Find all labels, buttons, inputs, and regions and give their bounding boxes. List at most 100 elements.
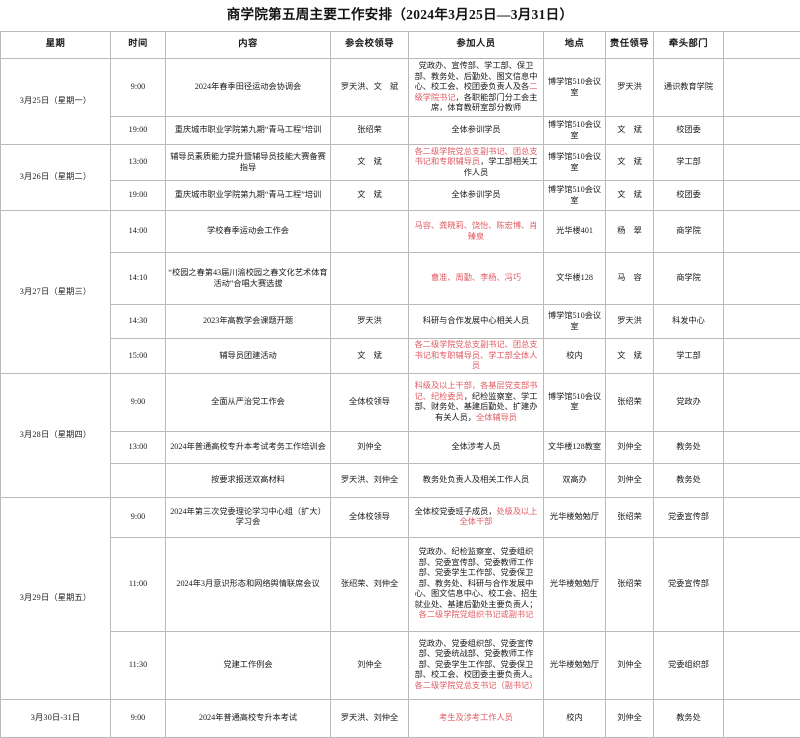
cell-remarks [724,497,800,537]
cell-remarks [724,699,800,737]
cell-participants: 各二级学院党总支副书记、团总支书记和专职辅导员，学工部相关工作人员 [409,145,544,181]
cell-lead-department: 教务处 [654,463,724,497]
cell-attending-leaders: 刘仲全 [331,631,409,699]
cell-location: 校内 [544,699,606,737]
participants-text: 党政办、纪检监察室、党委组织部、党委宣传部、党委教师工作部、党委学生工作部、党委… [415,547,538,609]
cell-participants: 教务处负责人及相关工作人员 [409,463,544,497]
cell-time: 9:00 [111,59,166,117]
cell-location: 博学馆510会议室 [544,373,606,431]
participants-text: 教务处负责人及相关工作人员 [423,475,529,484]
cell-attending-leaders: 张绍荣、刘仲全 [331,537,409,631]
cell-content: 辅导员团建活动 [166,339,331,374]
participants-highlight: 考生及涉考工作人员 [439,713,513,722]
cell-time: 9:00 [111,497,166,537]
cell-responsible-leader: 张绍荣 [606,537,654,631]
column-header-responsible-leader: 责任领导 [606,32,654,59]
participants-highlight: 各二级学院党总支书记（副书记） [415,681,538,690]
cell-lead-department: 学工部 [654,339,724,374]
column-header-lead-department: 牵头部门 [654,32,724,59]
participants-text: 全体涉考人员 [451,442,500,451]
cell-lead-department: 教务处 [654,431,724,463]
cell-weekday: 3月28日（星期四） [1,373,111,497]
cell-content: 重庆城市职业学院第九期“青马工程”培训 [166,117,331,145]
column-header-participants: 参加人员 [409,32,544,59]
cell-responsible-leader: 罗天洪 [606,305,654,339]
cell-location: 博学馆510会议室 [544,305,606,339]
cell-attending-leaders: 刘仲全 [331,431,409,463]
cell-remarks [724,305,800,339]
cell-lead-department: 科发中心 [654,305,724,339]
cell-participants: 各二级学院党总支副书记、团总支书记和专职辅导员、学工部全体人员 [409,339,544,374]
cell-attending-leaders [331,253,409,305]
cell-responsible-leader: 杨 翠 [606,211,654,253]
participants-highlight: 全体辅导员 [476,413,517,422]
page-title: 商学院第五周主要工作安排（2024年3月25日—3月31日） [0,0,800,31]
cell-remarks [724,431,800,463]
cell-remarks [724,253,800,305]
cell-lead-department: 党委宣传部 [654,497,724,537]
table-row: 按要求报送双高材料罗天洪、刘仲全教务处负责人及相关工作人员双高办刘仲全教务处 [1,463,800,497]
cell-lead-department: 党政办 [654,373,724,431]
cell-location: 博学馆510会议室 [544,145,606,181]
cell-lead-department: 学工部 [654,145,724,181]
cell-responsible-leader: 马 容 [606,253,654,305]
cell-responsible-leader: 张绍荣 [606,373,654,431]
cell-lead-department: 商学院 [654,253,724,305]
cell-lead-department: 教务处 [654,699,724,737]
cell-remarks [724,211,800,253]
cell-remarks [724,145,800,181]
cell-time: 14:10 [111,253,166,305]
cell-responsible-leader: 文 斌 [606,339,654,374]
cell-location: 校内 [544,339,606,374]
cell-participants: 党政办、党委组织部、党委宣传部、党委统战部、党委教师工作部、党委学生工作部、党委… [409,631,544,699]
cell-weekday: 3月27日（星期三） [1,211,111,374]
column-header-location: 地点 [544,32,606,59]
cell-attending-leaders: 文 斌 [331,339,409,374]
cell-responsible-leader: 文 斌 [606,181,654,211]
cell-time: 14:30 [111,305,166,339]
cell-location: 文华楼128教室 [544,431,606,463]
cell-remarks [724,463,800,497]
cell-responsible-leader: 刘仲全 [606,463,654,497]
cell-lead-department: 党委宣传部 [654,537,724,631]
participants-text: 全体参训学员 [451,190,500,199]
cell-participants: 曹准、周勤、李杨、冯巧 [409,253,544,305]
cell-attending-leaders [331,211,409,253]
cell-attending-leaders: 罗天洪、文 斌 [331,59,409,117]
cell-responsible-leader: 刘仲全 [606,431,654,463]
cell-location: 光华楼勉勉厅 [544,497,606,537]
cell-lead-department: 党委组织部 [654,631,724,699]
cell-location: 光华楼勉勉厅 [544,537,606,631]
cell-content: 2024年第三次党委理论学习中心组（扩大）学习会 [166,497,331,537]
header-row: 星期 时间 内容 参会校领导 参加人员 地点 责任领导 牵头部门 [1,32,800,59]
participants-text: 全体参训学员 [451,125,500,134]
cell-attending-leaders: 文 斌 [331,145,409,181]
cell-weekday: 3月30日-31日 [1,699,111,737]
cell-time [111,463,166,497]
cell-content: 辅导员素质能力提升暨辅导员技能大赛备赛指导 [166,145,331,181]
cell-responsible-leader: 刘仲全 [606,699,654,737]
cell-time: 15:00 [111,339,166,374]
cell-attending-leaders: 罗天洪 [331,305,409,339]
cell-time: 11:00 [111,537,166,631]
cell-participants: 科研与合作发展中心相关人员 [409,305,544,339]
cell-responsible-leader: 罗天洪 [606,59,654,117]
cell-location: 博学馆510会议室 [544,59,606,117]
cell-weekday: 3月29日（星期五） [1,497,111,699]
cell-participants: 党政办、宣传部、学工部、保卫部、教务处、后勤处、图文信息中心、校工会、校团委负责… [409,59,544,117]
cell-content: 2024年3月意识形态和网络舆情联席会议 [166,537,331,631]
cell-participants: 马容、龚晓莉、饶怡、陈宏博、肖臻泉 [409,211,544,253]
cell-lead-department: 商学院 [654,211,724,253]
cell-lead-department: 校团委 [654,181,724,211]
cell-attending-leaders: 罗天洪、刘仲全 [331,699,409,737]
cell-time: 19:00 [111,117,166,145]
cell-time: 11:30 [111,631,166,699]
column-header-time: 时间 [111,32,166,59]
cell-time: 13:00 [111,145,166,181]
